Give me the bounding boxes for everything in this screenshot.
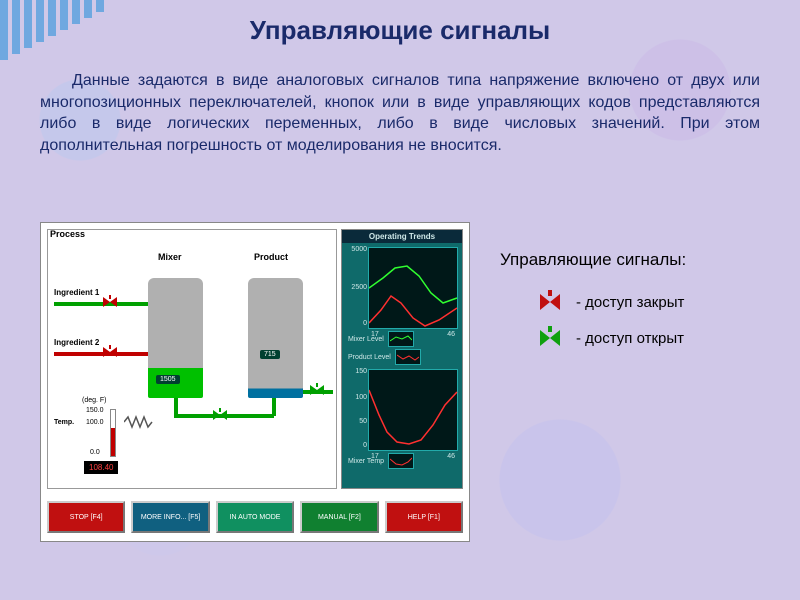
process-box: Process Mixer Product Ingredient 1 Ingre… bbox=[47, 229, 337, 489]
c1-y0: 5000 bbox=[345, 246, 367, 253]
ingredient2-label: Ingredient 2 bbox=[54, 338, 99, 347]
mixer-col-label: Mixer bbox=[158, 252, 182, 262]
valve-mid[interactable] bbox=[213, 408, 227, 422]
pipe-ing1 bbox=[54, 302, 148, 306]
valve-closed-icon bbox=[538, 290, 562, 314]
side-legend: Управляющие сигналы: - доступ закрыт - д… bbox=[500, 250, 760, 362]
hmi-panel: Process Mixer Product Ingredient 1 Ingre… bbox=[40, 222, 470, 542]
c2-x1: 46 bbox=[447, 453, 455, 460]
temp-label: Temp. bbox=[54, 419, 74, 426]
legend-mixer-temp: Mixer Temp bbox=[348, 453, 456, 469]
c1-y1: 2500 bbox=[345, 284, 367, 291]
legend-closed: - доступ закрыт bbox=[538, 290, 760, 314]
btn-more-info[interactable]: MORE INFO... [F5] bbox=[131, 501, 209, 533]
mixer-reading: 1505 bbox=[156, 375, 180, 384]
legend-mixer-level: Mixer Level bbox=[348, 331, 456, 347]
product-col-label: Product bbox=[254, 252, 288, 262]
temp-reading: 108.40 bbox=[84, 461, 118, 474]
c2-x0: 17 bbox=[371, 453, 379, 460]
valve-open-icon bbox=[538, 326, 562, 350]
valve-out[interactable] bbox=[310, 383, 324, 397]
side-legend-title: Управляющие сигналы: bbox=[500, 250, 760, 270]
product-reading: 715 bbox=[260, 350, 280, 359]
c2-y0: 150 bbox=[345, 368, 367, 375]
btn-help[interactable]: HELP [F1] bbox=[385, 501, 463, 533]
tank-product bbox=[248, 278, 303, 398]
c1-x1: 46 bbox=[447, 331, 455, 338]
legend-product-level-label: Product Level bbox=[348, 354, 391, 361]
process-label: Process bbox=[50, 229, 85, 239]
chart-temp: 150 100 50 0 17 46 bbox=[368, 369, 458, 451]
heater-icon bbox=[124, 415, 154, 429]
c1-y2: 0 bbox=[345, 320, 367, 327]
gauge-hi: 150.0 bbox=[86, 407, 104, 414]
valve-ing2[interactable] bbox=[103, 345, 117, 359]
c1-x0: 17 bbox=[371, 331, 379, 338]
btn-stop[interactable]: STOP [F4] bbox=[47, 501, 125, 533]
body-text: Данные задаются в виде аналоговых сигнал… bbox=[40, 70, 760, 156]
hmi-button-row: STOP [F4] MORE INFO... [F5] IN AUTO MODE… bbox=[47, 501, 463, 533]
gauge-mid: 100.0 bbox=[86, 419, 104, 426]
gauge-lo: 0.0 bbox=[90, 449, 100, 456]
legend-open-text: - доступ открыт bbox=[576, 330, 684, 347]
pipe-prod-in-v bbox=[272, 398, 276, 416]
btn-auto-mode[interactable]: IN AUTO MODE bbox=[216, 501, 294, 533]
valve-ing1[interactable] bbox=[103, 295, 117, 309]
c2-y3: 0 bbox=[345, 442, 367, 449]
legend-open: - доступ открыт bbox=[538, 326, 760, 350]
ingredient1-label: Ingredient 1 bbox=[54, 288, 99, 297]
btn-manual[interactable]: MANUAL [F2] bbox=[300, 501, 378, 533]
temp-gauge: (deg. F) Temp. 150.0 100.0 0.0 108.40 bbox=[54, 397, 129, 482]
legend-product-level: Product Level bbox=[348, 349, 456, 365]
c2-y1: 100 bbox=[345, 394, 367, 401]
c2-y2: 50 bbox=[345, 418, 367, 425]
chart-levels: 5000 2500 0 17 46 bbox=[368, 247, 458, 329]
pipe-ing2 bbox=[54, 352, 148, 356]
legend-closed-text: - доступ закрыт bbox=[576, 294, 684, 311]
page-title: Управляющие сигналы bbox=[0, 15, 800, 46]
gauge-bar bbox=[110, 409, 116, 457]
deg-label: (deg. F) bbox=[82, 397, 107, 404]
trends-box: Operating Trends 5000 2500 0 17 46 Mixer… bbox=[341, 229, 463, 489]
trends-title: Operating Trends bbox=[342, 230, 462, 243]
